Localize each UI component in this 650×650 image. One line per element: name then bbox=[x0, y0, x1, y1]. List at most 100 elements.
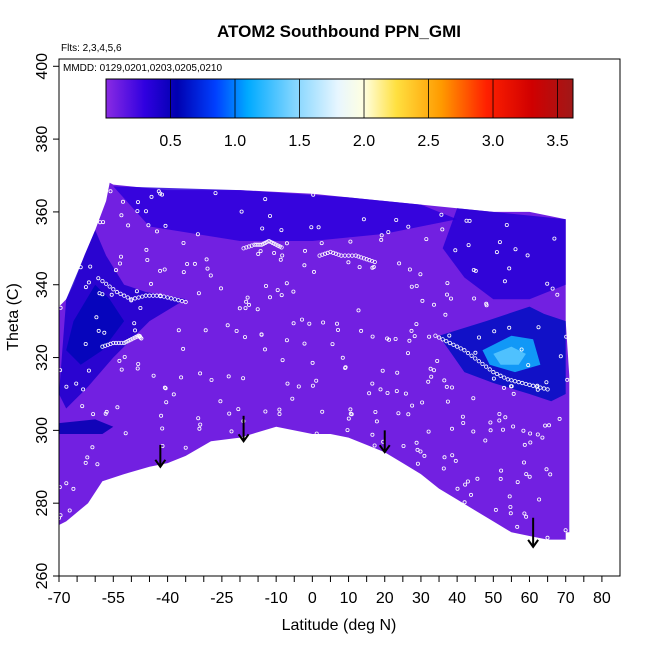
observation-point bbox=[244, 299, 249, 304]
observation-point bbox=[473, 268, 478, 273]
observation-point bbox=[450, 453, 455, 458]
track-point bbox=[179, 299, 185, 304]
track-point bbox=[325, 250, 330, 255]
observation-point bbox=[185, 261, 190, 266]
observation-points bbox=[59, 189, 570, 540]
x-tick-label: 10 bbox=[340, 590, 358, 607]
observation-point bbox=[371, 264, 376, 269]
observation-point bbox=[85, 455, 90, 460]
observation-point bbox=[119, 254, 124, 259]
observation-point bbox=[473, 350, 478, 355]
observation-point bbox=[431, 302, 436, 307]
track-point bbox=[100, 278, 105, 284]
track-point bbox=[372, 259, 377, 265]
observation-point bbox=[488, 428, 493, 433]
track-point bbox=[108, 341, 113, 346]
observation-point bbox=[158, 268, 163, 273]
track-point bbox=[165, 295, 170, 300]
observation-point bbox=[74, 381, 79, 386]
colorbar-tick-label: 3.5 bbox=[546, 133, 568, 150]
track-point bbox=[113, 340, 119, 346]
observation-point bbox=[236, 407, 241, 412]
observation-point bbox=[444, 384, 449, 389]
observation-point bbox=[552, 236, 557, 241]
track-point bbox=[462, 348, 467, 353]
observation-point bbox=[508, 504, 513, 509]
colorbar-tick-label: 0.5 bbox=[159, 133, 181, 150]
y-tick-label: 300 bbox=[34, 417, 51, 444]
observation-point bbox=[118, 261, 123, 266]
observation-point bbox=[449, 385, 454, 390]
observation-point bbox=[138, 305, 143, 310]
track-point bbox=[249, 243, 254, 248]
track-point bbox=[473, 356, 478, 361]
colorbar-tick-label: 3.0 bbox=[482, 133, 504, 150]
observation-point bbox=[86, 280, 91, 285]
observation-point bbox=[415, 447, 420, 452]
observation-point bbox=[527, 474, 532, 479]
observation-point bbox=[503, 415, 508, 420]
observation-point bbox=[176, 328, 181, 333]
observation-point bbox=[428, 366, 433, 371]
observation-point bbox=[373, 409, 378, 414]
field-feature-nh_dark_upper bbox=[442, 208, 566, 300]
y-tick-label: 380 bbox=[34, 126, 51, 153]
observation-point bbox=[544, 467, 549, 472]
track-point bbox=[116, 340, 121, 346]
marker-arrow bbox=[154, 444, 167, 469]
observation-point bbox=[519, 347, 524, 352]
observation-point bbox=[134, 289, 139, 294]
x-tick-label: 50 bbox=[484, 590, 502, 607]
observation-point bbox=[135, 200, 140, 205]
observation-point bbox=[472, 296, 477, 301]
arrow-layer bbox=[154, 415, 539, 549]
observation-point bbox=[314, 431, 319, 436]
observation-point bbox=[378, 387, 383, 392]
track-point bbox=[103, 343, 108, 348]
observation-point bbox=[526, 363, 531, 368]
observation-point bbox=[237, 306, 242, 311]
observation-point bbox=[59, 513, 63, 518]
track-point bbox=[356, 254, 361, 259]
track-point bbox=[118, 291, 123, 296]
observation-point bbox=[90, 445, 95, 450]
observation-point bbox=[307, 321, 312, 326]
y-tick-label: 260 bbox=[34, 563, 51, 590]
track-point bbox=[183, 299, 188, 305]
track-point bbox=[538, 385, 543, 390]
plot-frame bbox=[58, 58, 621, 577]
track-point bbox=[328, 249, 333, 255]
observation-point bbox=[64, 481, 69, 486]
observation-point bbox=[443, 312, 448, 317]
observation-point bbox=[497, 418, 502, 423]
observation-point bbox=[494, 250, 499, 255]
observation-point bbox=[132, 328, 137, 333]
observation-point bbox=[146, 223, 151, 228]
track-point bbox=[111, 340, 116, 346]
observation-point bbox=[356, 308, 361, 313]
observation-point bbox=[183, 445, 188, 450]
track-point bbox=[541, 386, 547, 391]
observation-point bbox=[447, 333, 452, 338]
track-point bbox=[176, 298, 181, 303]
observation-point bbox=[415, 461, 420, 466]
observation-point bbox=[179, 375, 184, 380]
observation-point bbox=[427, 334, 432, 339]
track-point bbox=[480, 361, 485, 367]
observation-point bbox=[163, 386, 168, 391]
observation-point bbox=[442, 378, 447, 383]
observation-point bbox=[348, 239, 353, 244]
marker-arrow bbox=[527, 517, 539, 549]
observation-point bbox=[302, 341, 307, 346]
track-point bbox=[469, 353, 474, 358]
y-tick-label: 400 bbox=[34, 53, 51, 80]
track-point bbox=[369, 258, 375, 264]
observation-point bbox=[501, 385, 506, 390]
observation-point bbox=[370, 432, 375, 437]
observation-point bbox=[493, 507, 498, 512]
observation-point bbox=[267, 295, 272, 300]
observation-point bbox=[460, 414, 465, 419]
observation-point bbox=[280, 253, 285, 258]
observation-point bbox=[135, 209, 140, 214]
observation-point bbox=[426, 379, 431, 384]
